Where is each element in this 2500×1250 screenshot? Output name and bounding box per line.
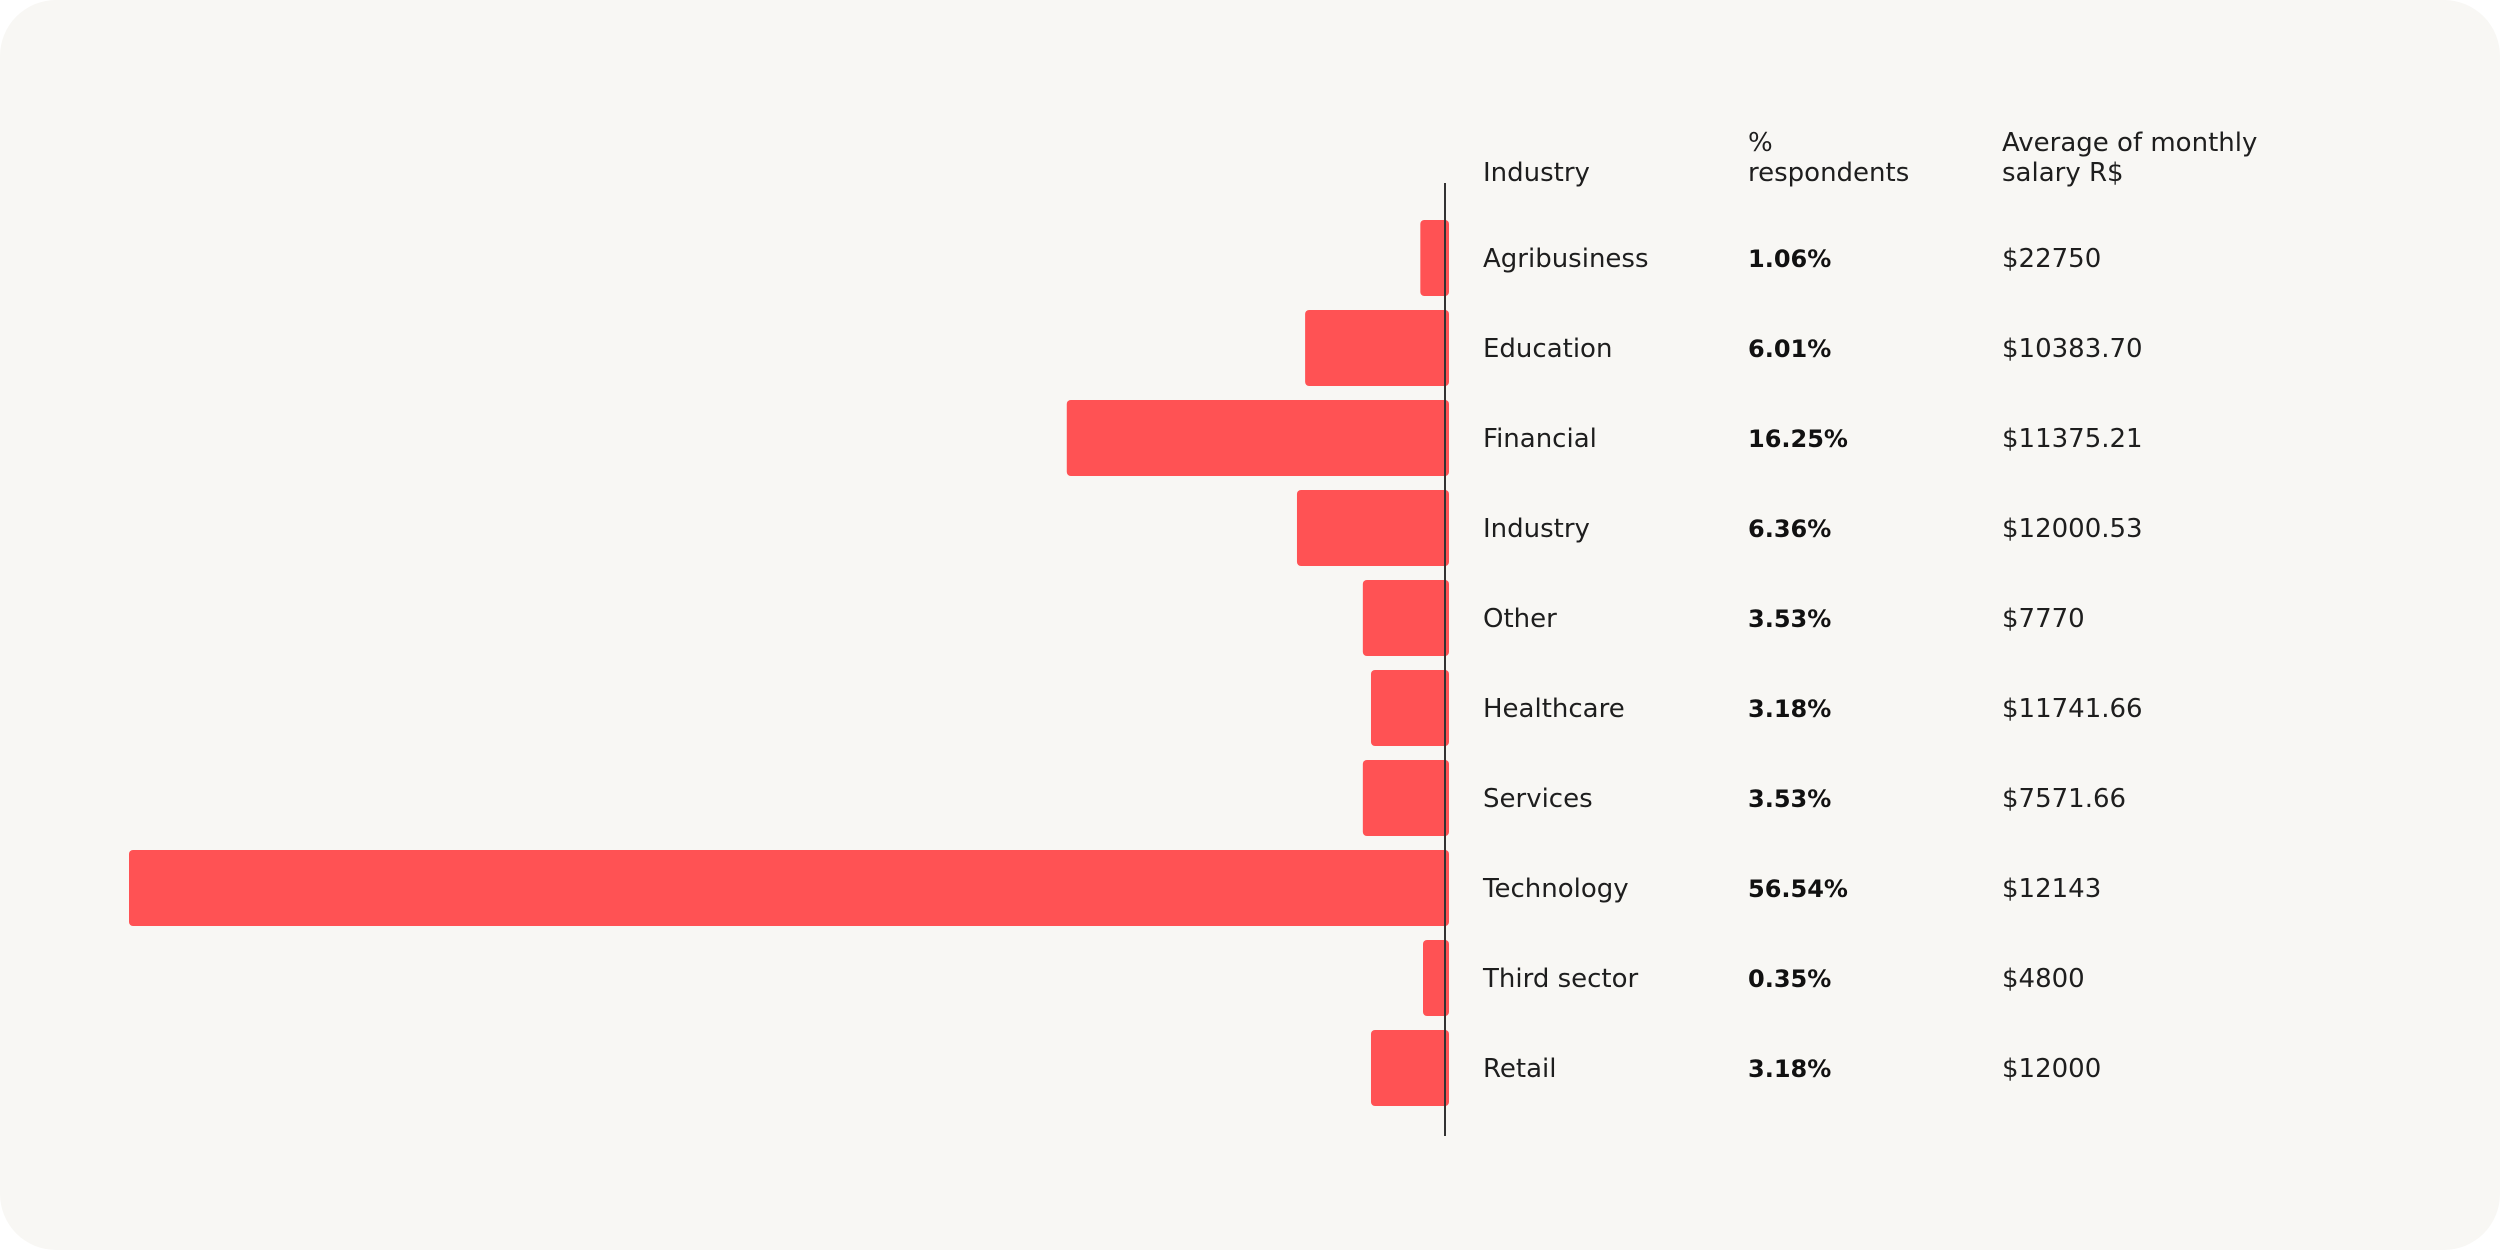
pct-label: 16.25% [1748,425,1848,453]
bar-industry [1296,490,1449,566]
salary-label: $12143 [2002,874,2101,904]
pct-label: 6.36% [1748,515,1831,543]
pct-label: 1.06% [1748,245,1831,273]
bar-third-sector [1423,940,1449,1016]
bar-education [1305,310,1449,386]
header-industry: Industry [1483,158,1590,188]
industry-label: Financial [1483,424,1597,454]
pct-label: 3.53% [1748,785,1831,813]
bar-retail [1370,1030,1449,1106]
salary-label: $10383.70 [2002,334,2143,364]
salary-label: $7770 [2002,604,2085,634]
industry-label: Retail [1483,1054,1556,1084]
industry-label: Agribusiness [1483,244,1649,274]
pct-label: 0.35% [1748,965,1831,993]
pct-label: 3.18% [1748,695,1831,723]
table-rows: Agribusiness 1.06% $22750 Education 6.01% $10… [1482,244,2143,1084]
pct-label: 3.53% [1748,605,1831,633]
header-pct-line1: % [1748,128,1773,158]
industry-label: Healthcare [1483,694,1625,724]
header-pct-line2: respondents [1748,158,1909,188]
pct-label: 6.01% [1748,335,1831,363]
salary-label: $11375.21 [2002,424,2143,454]
industry-label: Technology [1482,874,1629,904]
bar-technology [129,850,1449,926]
bar-agribusiness [1420,220,1449,296]
industry-label: Other [1483,604,1557,634]
industry-label: Services [1483,784,1593,814]
salary-label: $7571.66 [2002,784,2126,814]
pct-label: 3.18% [1748,1055,1831,1083]
bar-financial [1066,400,1449,476]
industry-label: Industry [1483,514,1590,544]
industry-label: Education [1483,334,1612,364]
pct-label: 56.54% [1748,875,1848,903]
salary-label: $12000.53 [2002,514,2143,544]
salary-label: $22750 [2002,244,2101,274]
header-salary-line2: salary R$ [2002,158,2124,188]
bar-other [1362,580,1449,656]
salary-label: $11741.66 [2002,694,2143,724]
bar-services [1362,760,1449,836]
bar-healthcare [1370,670,1449,746]
industry-label: Third sector [1482,964,1639,994]
table-header: Industry % respondents Average of monthl… [1483,128,2257,188]
salary-label: $4800 [2002,964,2085,994]
bars-group [129,220,1449,1106]
header-salary-line1: Average of monthly [2002,128,2257,158]
salary-label: $12000 [2002,1054,2101,1084]
